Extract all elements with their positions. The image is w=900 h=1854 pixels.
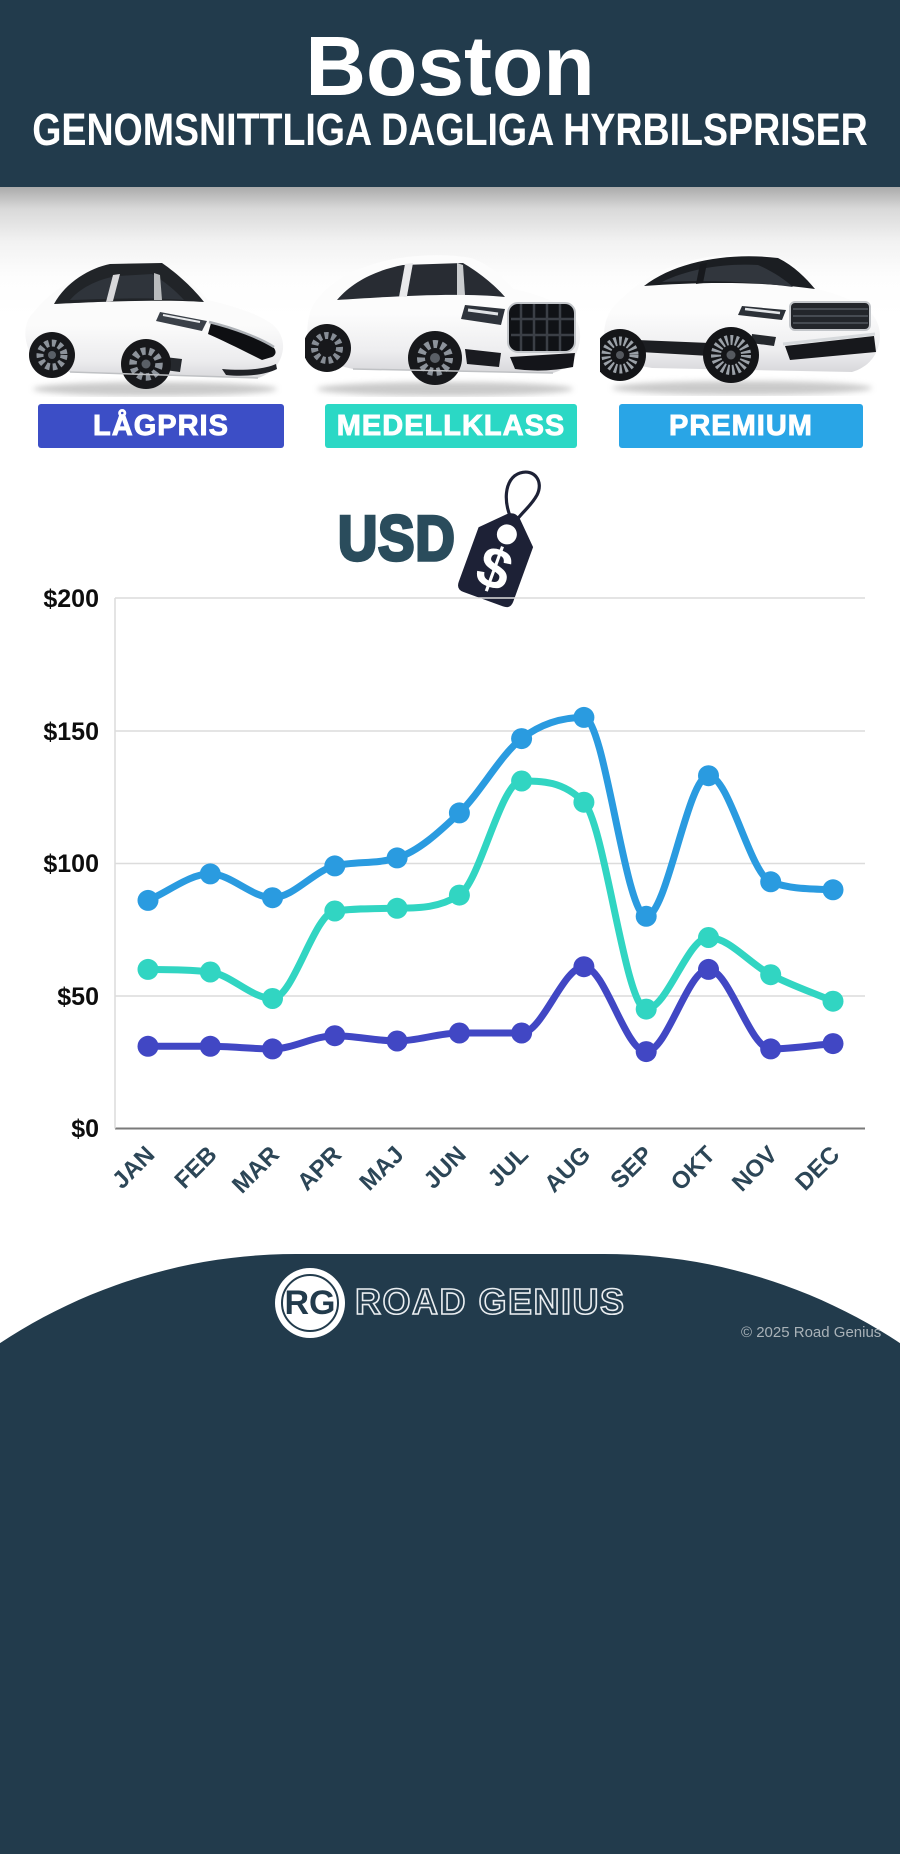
- svg-text:$150: $150: [43, 718, 99, 746]
- svg-text:JUN: JUN: [419, 1141, 472, 1194]
- svg-text:SEP: SEP: [605, 1141, 658, 1194]
- svg-text:AUG: AUG: [539, 1141, 596, 1198]
- svg-text:JUL: JUL: [483, 1141, 534, 1192]
- svg-text:$100: $100: [43, 850, 99, 878]
- svg-text:APR: APR: [292, 1141, 347, 1196]
- svg-text:JAN: JAN: [107, 1141, 160, 1194]
- svg-text:OKT: OKT: [666, 1141, 721, 1196]
- svg-text:$50: $50: [57, 983, 99, 1011]
- svg-text:DEC: DEC: [790, 1141, 845, 1196]
- svg-text:$0: $0: [71, 1115, 99, 1143]
- svg-text:MAJ: MAJ: [354, 1141, 409, 1196]
- svg-text:NOV: NOV: [727, 1141, 783, 1197]
- svg-text:FEB: FEB: [170, 1141, 223, 1194]
- svg-text:MAR: MAR: [227, 1141, 285, 1199]
- svg-text:$200: $200: [43, 585, 99, 613]
